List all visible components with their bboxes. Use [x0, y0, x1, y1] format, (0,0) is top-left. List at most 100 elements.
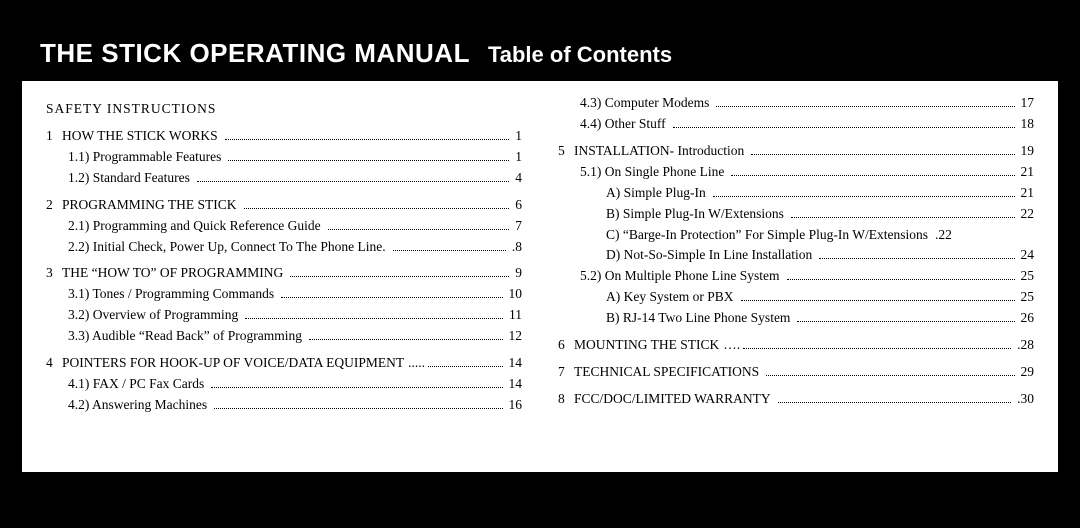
toc-entry: C) “Barge-In Protection” For Simple Plug…	[558, 225, 1034, 246]
toc-entry-leaders	[731, 175, 1014, 176]
toc-entry-label: SAFETY INSTRUCTIONS	[46, 99, 220, 120]
toc-entry-leaders	[778, 402, 1011, 403]
toc-entry-leaders	[713, 196, 1015, 197]
toc-entry-leaders	[244, 208, 510, 209]
toc-entry-label: B) Simple Plug-In W/Extensions	[558, 204, 788, 225]
toc-entry: 3.2) Overview of Programming 11	[46, 305, 522, 326]
toc-entry-page: 7	[512, 216, 522, 237]
toc-entry-number: 3	[46, 263, 62, 284]
toc-entry-label: FCC/DOC/LIMITED WARRANTY	[574, 389, 775, 410]
toc-entry-label: A) Key System or PBX	[558, 287, 738, 308]
toc-entry-number: 6	[558, 335, 574, 356]
title-bar: THE STICK OPERATING MANUAL Table of Cont…	[22, 28, 1058, 81]
toc-entry-page: 1	[512, 126, 522, 147]
toc-entry-label: 3.1) Tones / Programming Commands	[46, 284, 278, 305]
toc-entry-leaders	[328, 229, 510, 230]
toc-entry-label: INSTALLATION- Introduction	[574, 141, 748, 162]
toc-entry-page: 22	[1018, 204, 1035, 225]
toc-entry: 2.1) Programming and Quick Reference Gui…	[46, 216, 522, 237]
toc-entry-leaders	[428, 366, 503, 367]
toc-entry-label: B) RJ-14 Two Line Phone System	[558, 308, 794, 329]
toc-entry: 4.2) Answering Machines 16	[46, 395, 522, 416]
toc-entry-label: POINTERS FOR HOOK-UP OF VOICE/DATA EQUIP…	[62, 353, 408, 374]
toc-entry-leaders	[673, 127, 1015, 128]
toc-entry-leaders	[245, 318, 503, 319]
toc-entry-page: 25	[1018, 266, 1035, 287]
toc-entry-number: 7	[558, 362, 574, 383]
toc-entry-leaders	[309, 339, 503, 340]
toc-entry-label: 3.2) Overview of Programming	[46, 305, 242, 326]
toc-entry-page: 11	[506, 305, 522, 326]
toc-entry-page: 19	[1018, 141, 1035, 162]
toc-entry-label: 2.1) Programming and Quick Reference Gui…	[46, 216, 325, 237]
toc-entry: A) Key System or PBX 25	[558, 287, 1034, 308]
toc-entry-ellipsis: ….	[723, 335, 740, 356]
toc-entry-page: 9	[512, 263, 522, 284]
toc-entry-leaders	[819, 258, 1014, 259]
toc-entry: B) Simple Plug-In W/Extensions 22	[558, 204, 1034, 225]
toc-entry: B) RJ-14 Two Line Phone System 26	[558, 308, 1034, 329]
toc-entry-page: .22	[932, 225, 952, 246]
toc-entry: 7TECHNICAL SPECIFICATIONS 29	[558, 362, 1034, 383]
toc-entry: 4.1) FAX / PC Fax Cards 14	[46, 374, 522, 395]
toc-entry-leaders	[281, 297, 502, 298]
toc-entry-page: 18	[1018, 114, 1035, 135]
toc-entry-page: 29	[1018, 362, 1035, 383]
toc-entry-label: 4.2) Answering Machines	[46, 395, 211, 416]
toc-entry-page: 14	[506, 374, 523, 395]
toc-entry: 4.4) Other Stuff 18	[558, 114, 1034, 135]
toc-entry: D) Not-So-Simple In Line Installation 24	[558, 245, 1034, 266]
toc-entry: 1HOW THE STICK WORKS 1	[46, 126, 522, 147]
toc-entry: 4POINTERS FOR HOOK-UP OF VOICE/DATA EQUI…	[46, 353, 522, 374]
toc-entry-label: A) Simple Plug-In	[558, 183, 710, 204]
toc-entry-leaders	[787, 279, 1015, 280]
toc-entry-label: 5.2) On Multiple Phone Line System	[558, 266, 784, 287]
toc-entry-page: 6	[512, 195, 522, 216]
toc-entry: 4.3) Computer Modems 17	[558, 93, 1034, 114]
toc-entry: 2.2) Initial Check, Power Up, Connect To…	[46, 237, 522, 258]
toc-entry-leaders	[741, 300, 1015, 301]
toc-entry-label: 1.1) Programmable Features	[46, 147, 225, 168]
toc-entry: A) Simple Plug-In 21	[558, 183, 1034, 204]
toc-entry: 5.2) On Multiple Phone Line System 25	[558, 266, 1034, 287]
toc-entry: 5.1) On Single Phone Line 21	[558, 162, 1034, 183]
toc-entry-page: 14	[506, 353, 523, 374]
toc-entry-label: 3.3) Audible “Read Back” of Programming	[46, 326, 306, 347]
toc-entry-label: MOUNTING THE STICK	[574, 335, 723, 356]
toc-entry-label: 2.2) Initial Check, Power Up, Connect To…	[46, 237, 390, 258]
toc-entry-leaders	[211, 387, 502, 388]
toc-entry-label: 4.4) Other Stuff	[558, 114, 670, 135]
toc-entry-leaders	[797, 321, 1014, 322]
table-of-contents: SAFETY INSTRUCTIONS 1HOW THE STICK WORKS …	[22, 89, 1058, 416]
toc-entry-page: 21	[1018, 162, 1035, 183]
toc-entry-leaders	[766, 375, 1014, 376]
toc-entry-number: 5	[558, 141, 574, 162]
toc-entry-page: 24	[1018, 245, 1035, 266]
toc-entry: 1.1) Programmable Features 1	[46, 147, 522, 168]
toc-entry-leaders	[214, 408, 502, 409]
toc-entry: 6MOUNTING THE STICK …. .28	[558, 335, 1034, 356]
toc-entry-leaders	[225, 139, 510, 140]
toc-entry-label: C) “Barge-In Protection” For Simple Plug…	[558, 225, 932, 246]
toc-entry-leaders	[290, 276, 509, 277]
toc-entry: 5INSTALLATION- Introduction 19	[558, 141, 1034, 162]
toc-entry-leaders	[743, 348, 1011, 349]
toc-entry-leaders	[228, 160, 509, 161]
toc-entry-label: 4.3) Computer Modems	[558, 93, 713, 114]
toc-entry-page: .28	[1014, 335, 1034, 356]
toc-entry-number: 1	[46, 126, 62, 147]
toc-entry-page: 17	[1018, 93, 1035, 114]
toc-entry-label: 1.2) Standard Features	[46, 168, 194, 189]
toc-entry-label: D) Not-So-Simple In Line Installation	[558, 245, 816, 266]
toc-entry-number: 8	[558, 389, 574, 410]
toc-entry-page: 12	[506, 326, 523, 347]
toc-entry: 1.2) Standard Features 4	[46, 168, 522, 189]
toc-entry-label: 5.1) On Single Phone Line	[558, 162, 728, 183]
toc-entry-page: .8	[509, 237, 522, 258]
toc-entry: 3THE “HOW TO” OF PROGRAMMING 9	[46, 263, 522, 284]
toc-entry-page: 21	[1018, 183, 1035, 204]
toc-entry-page: .30	[1014, 389, 1034, 410]
manual-page: THE STICK OPERATING MANUAL Table of Cont…	[22, 28, 1058, 472]
toc-entry: 2PROGRAMMING THE STICK 6	[46, 195, 522, 216]
toc-entry-label: HOW THE STICK WORKS	[62, 126, 222, 147]
